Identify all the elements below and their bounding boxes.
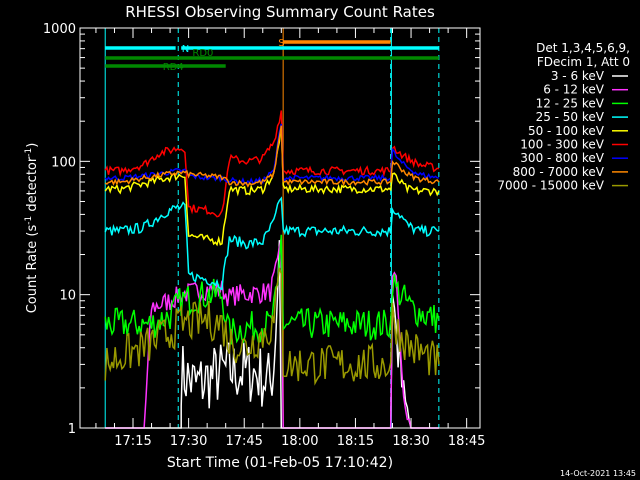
y-axis-label: Count Rate (s-1 detector-1) [24,143,40,314]
legend-label-2: 12 - 25 keV [536,96,605,110]
y-tick-label-2: 100 [51,155,76,170]
y-axis-label-main: Count Rate (s [25,225,40,314]
legend-label-6: 300 - 800 keV [520,151,604,165]
plot-area: N S RD0 RD4 1 10 100 1000 17:15 17:30 17:45 18:00 18… [43,22,628,449]
y-tick-label-3: 1000 [43,22,76,37]
series-line-6 [104,123,440,185]
chart-title: RHESSI Observing Summary Count Rates [125,3,435,21]
legend-label-0: 3 - 6 keV [551,69,605,83]
legend-label-1: 6 - 12 keV [543,83,605,97]
generation-timestamp: 14-Oct-2021 13:45 [560,469,636,478]
legend-header-line-1: Det 1,3,4,5,6,9, [536,41,630,55]
x-tick-label-5: 18:30 [392,434,429,449]
x-tick-label-4: 18:15 [337,434,374,449]
legend-label-8: 7000 - 15000 keV [497,179,604,193]
x-axis-label: Start Time (01-Feb-05 17:10:42) [167,455,393,471]
legend-label-7: 800 - 7000 keV [513,165,605,179]
x-tick-label-0: 17:15 [114,434,151,449]
x-tick-label-1: 17:30 [170,434,207,449]
y-tick-label-0: 1 [68,422,76,437]
legend-label-5: 100 - 300 keV [520,138,604,152]
flag-label-n: N [182,44,189,55]
y-axis-label-mid: detector [25,156,40,216]
series-line-4 [104,123,440,247]
series-line-7 [104,125,440,188]
legend-header-line-2: FDecim 1, Att 0 [537,55,630,69]
x-tick-label-2: 17:45 [225,434,262,449]
series-line-3 [104,196,440,291]
series-line-2 [104,234,440,345]
plot-frame [79,27,481,429]
flag-label-rd4: RD4 [163,62,184,73]
legend-label-4: 50 - 100 keV [528,124,605,138]
y-axis-label-end: ) [25,143,40,148]
y-tick-label-1: 10 [59,289,76,304]
x-tick-label-6: 18:45 [448,434,485,449]
flag-label-rd0: RD0 [192,48,213,59]
y-axis-label-sup1: -1 [24,216,34,225]
x-tick-label-3: 18:00 [281,434,318,449]
y-axis-label-sup2: -1 [24,148,34,157]
series-line-8 [104,267,440,386]
flag-label-s: S [278,38,284,49]
legend-label-3: 25 - 50 keV [536,110,605,124]
series-line-5 [104,110,440,218]
